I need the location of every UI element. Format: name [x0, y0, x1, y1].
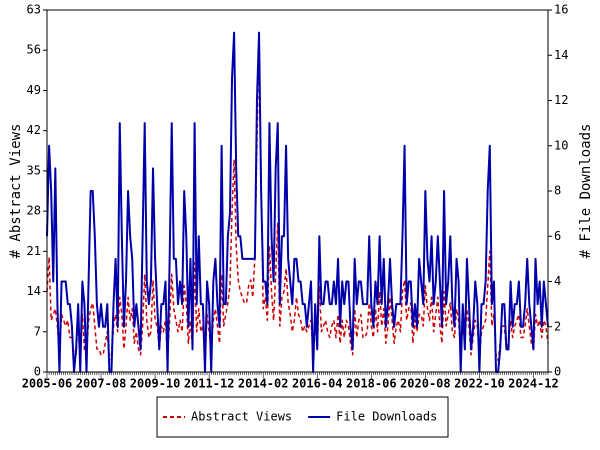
plot-frame — [46, 9, 549, 373]
x-tick-label: 2022-10 — [454, 377, 505, 391]
y2-tick-label: 16 — [554, 3, 568, 17]
y2-tick-label: 4 — [554, 274, 561, 288]
x-tick-label: 2014-02 — [238, 377, 289, 391]
y2-tick-label: 14 — [554, 48, 568, 62]
y2-tick-label: 2 — [554, 319, 561, 333]
y2-tick-label: 10 — [554, 138, 568, 152]
y-tick-label: 63 — [27, 3, 41, 17]
y2-tick-label: 6 — [554, 229, 561, 243]
x-tick-label: 2020-08 — [400, 377, 451, 391]
y-tick-label: 49 — [27, 83, 41, 97]
series-line — [46, 31, 549, 373]
x-tick-label: 2024-12 — [508, 377, 559, 391]
x-tick-label: 2005-06 — [22, 377, 73, 391]
y-tick-label: 0 — [34, 365, 41, 379]
x-tick-label: 2011-12 — [184, 377, 235, 391]
y-tick-label: 7 — [34, 324, 41, 338]
x-tick-label: 2007-08 — [76, 377, 127, 391]
y-tick-label: 56 — [27, 43, 41, 57]
x-tick-label: 2016-04 — [292, 377, 343, 391]
y-tick-label: 28 — [27, 204, 41, 218]
y2-tick-label: 0 — [554, 365, 561, 379]
y-tick-label: 42 — [27, 123, 41, 137]
legend-label: Abstract Views — [191, 410, 292, 424]
y-tick-label: 35 — [27, 163, 41, 177]
y-tick-label: 14 — [27, 284, 41, 298]
y-axis-title: # Abstract Views — [8, 124, 24, 259]
y2-axis-title: # File Downloads — [578, 124, 594, 259]
legend-box — [156, 396, 449, 438]
y2-tick-label: 8 — [554, 184, 561, 198]
legend-label: File Downloads — [336, 410, 437, 424]
x-tick-label: 2009-10 — [130, 377, 181, 391]
y2-tick-label: 12 — [554, 93, 568, 107]
x-tick-label: 2018-06 — [346, 377, 397, 391]
y-tick-label: 21 — [27, 244, 41, 258]
